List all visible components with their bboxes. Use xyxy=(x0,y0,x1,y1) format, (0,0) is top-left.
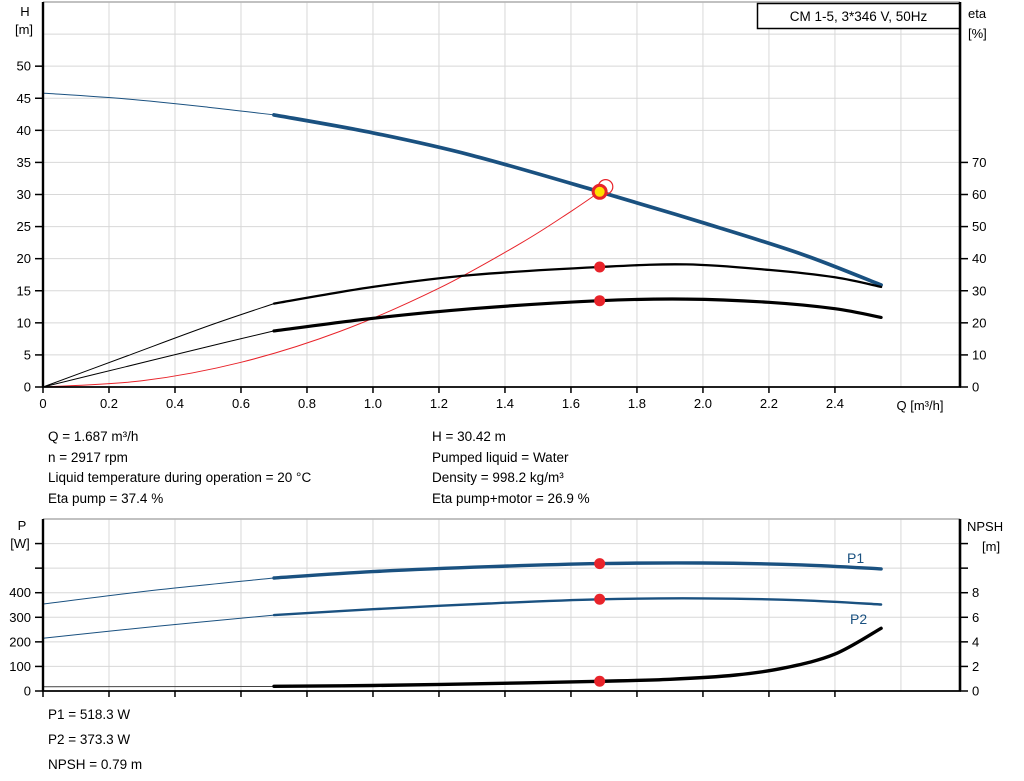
p1-thin xyxy=(42,577,275,605)
x-tick-label: 1.4 xyxy=(496,396,514,411)
p2-curve xyxy=(272,597,883,617)
info-line-head: H = 30.42 m xyxy=(432,429,506,444)
right-tick-label: 4 xyxy=(972,634,979,649)
left-tick-label: 20 xyxy=(17,251,31,266)
right-tick-label: 10 xyxy=(972,347,986,362)
right-tick-label: 20 xyxy=(972,315,986,330)
left-tick-label: 30 xyxy=(17,187,31,202)
right-tick-label: 0 xyxy=(972,380,979,395)
info-line-npsh: NPSH = 0.79 m xyxy=(48,756,143,772)
eta-pump-motor-thin xyxy=(42,330,275,388)
right-tick-label: 50 xyxy=(972,219,986,234)
left-tick-label: 50 xyxy=(17,59,31,74)
bottom-right-axis-title-line1: NPSH xyxy=(967,519,1003,534)
pump-model-title: CM 1-5, 3*346 V, 50Hz xyxy=(790,9,928,24)
left-tick-label: 15 xyxy=(17,283,31,298)
info-line-p2: P2 = 373.3 W xyxy=(48,731,131,747)
left-tick-label: 35 xyxy=(17,155,31,170)
p2-series-label: P2 xyxy=(850,611,867,627)
p1-series-label: P1 xyxy=(847,550,864,566)
right-tick-label: 2 xyxy=(972,659,979,674)
left-tick-label: 0 xyxy=(24,684,31,699)
info-line-p1: P1 = 518.3 W xyxy=(48,707,131,722)
left-tick-label: 200 xyxy=(9,634,31,649)
npsh-curve xyxy=(272,626,883,688)
p2-thin xyxy=(42,614,275,639)
x-tick-label: 0.4 xyxy=(166,396,184,411)
p1-curve xyxy=(272,561,883,580)
bottom-right-axis-title-line2: [m] xyxy=(982,539,1000,554)
right-tick-label: 0 xyxy=(972,684,979,699)
info-line-temperature: Liquid temperature during operation = 20… xyxy=(48,470,312,485)
top-left-axis-title-line2: [m] xyxy=(15,22,33,37)
duty-info-left-column: Q = 1.687 m³/h n = 2917 rpm Liquid tempe… xyxy=(48,427,311,509)
top-left-axis-title-line1: H xyxy=(20,4,29,19)
pump-model-title-box xyxy=(756,2,961,30)
info-line-eta-pump: Eta pump = 37.4 % xyxy=(48,490,164,506)
left-tick-label: 25 xyxy=(17,219,31,234)
left-tick-label: 45 xyxy=(17,91,31,106)
info-line-density: Density = 998.2 kg/m³ xyxy=(432,470,564,485)
x-tick-label: 1.0 xyxy=(364,396,382,411)
info-line-liquid: Pumped liquid = Water xyxy=(432,449,569,465)
power-npsh-chart: 0 100 200 300 400 0 2 4 6 8 xyxy=(9,518,979,699)
info-line-eta-pump-motor: Eta pump+motor = 26.9 % xyxy=(432,490,590,506)
x-tick-label: 0.2 xyxy=(100,396,118,411)
eta-pump-motor-curve xyxy=(272,297,883,333)
left-tick-label: 100 xyxy=(9,659,31,674)
bottom-left-axis-title-line1: P xyxy=(18,518,27,533)
top-x-axis-title: Q [m³/h] xyxy=(897,398,944,413)
npsh-dot xyxy=(594,675,606,687)
x-tick-label: 2.2 xyxy=(760,396,778,411)
left-tick-label: 400 xyxy=(9,585,31,600)
bottom-left-axis-title-line2: [W] xyxy=(10,536,30,551)
eta-pump-curve xyxy=(272,263,883,305)
x-tick-label: 2.0 xyxy=(694,396,712,411)
x-tick-label: 1.6 xyxy=(562,396,580,411)
left-tick-label: 300 xyxy=(9,610,31,625)
top-right-axis-title-line2: [%] xyxy=(968,26,987,41)
duty-info-right-column: H = 30.42 m Pumped liquid = Water Densit… xyxy=(432,427,590,509)
chart-annotations: H [m] eta [%] Q [m³/h] CM 1-5, 3*346 V, … xyxy=(10,2,1003,627)
p2-dot xyxy=(594,593,606,605)
left-tick-label: 0 xyxy=(24,380,31,395)
info-line-speed: n = 2917 rpm xyxy=(48,449,128,465)
eta-pump-motor-dot xyxy=(594,295,606,307)
head-curve xyxy=(272,113,883,287)
top-right-axis-title-line1: eta xyxy=(968,6,987,21)
right-tick-label: 8 xyxy=(972,585,979,600)
left-tick-label: 5 xyxy=(24,347,31,362)
right-tick-label: 70 xyxy=(972,155,986,170)
x-tick-label: 1.2 xyxy=(430,396,448,411)
x-tick-label: 0 xyxy=(39,396,46,411)
x-tick-label: 1.8 xyxy=(628,396,646,411)
right-tick-label: 60 xyxy=(972,187,986,202)
x-tick-label: 2.4 xyxy=(826,396,844,411)
x-tick-label: 0.8 xyxy=(298,396,316,411)
left-tick-label: 10 xyxy=(17,315,31,330)
right-tick-label: 30 xyxy=(972,283,986,298)
system-curve xyxy=(42,191,601,388)
right-tick-label: 40 xyxy=(972,251,986,266)
p1-dot xyxy=(594,558,606,570)
eta-pump-dot xyxy=(594,261,606,273)
power-info-column: P1 = 518.3 W P2 = 373.3 W NPSH = 0.79 m xyxy=(48,703,142,777)
x-tick-label: 0.6 xyxy=(232,396,250,411)
left-tick-label: 40 xyxy=(17,123,31,138)
info-line-q: Q = 1.687 m³/h xyxy=(48,429,139,444)
head-curve-thin xyxy=(42,92,275,116)
hq-eta-chart: 0 0.2 0.4 0.6 0.8 1.0 1.2 1.4 1.6 1.8 2.0 2.2 2.4 0 5 1… xyxy=(17,1,986,411)
eta-pump-thin xyxy=(42,303,275,388)
right-tick-label: 6 xyxy=(972,610,979,625)
duty-point xyxy=(591,183,608,200)
